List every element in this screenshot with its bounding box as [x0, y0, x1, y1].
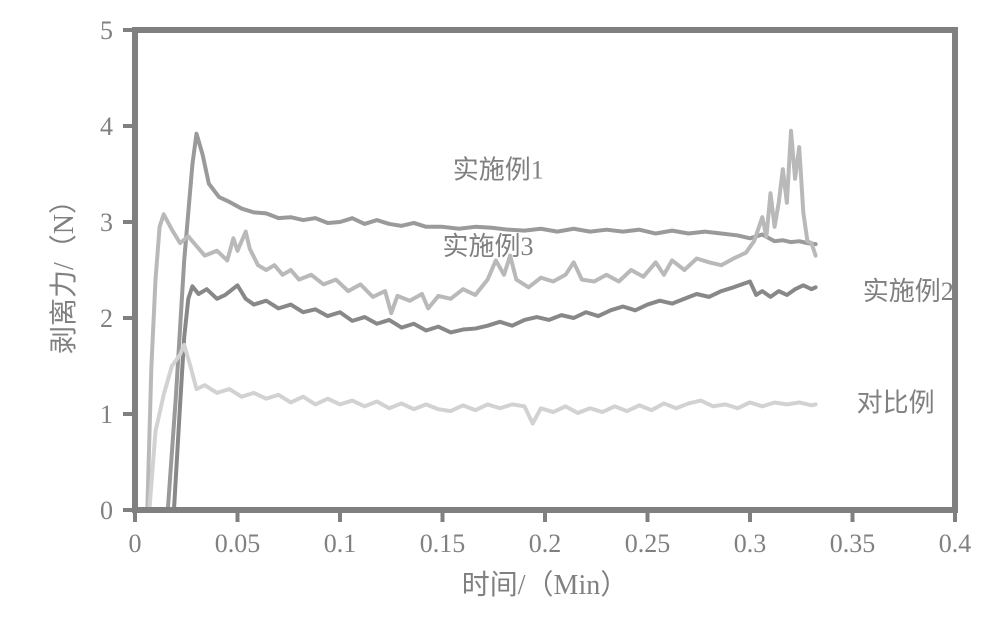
x-axis-label: 时间/（Min）	[462, 569, 628, 601]
x-tick-label: 0.3	[734, 529, 767, 558]
x-tick-label: 0.15	[420, 529, 466, 558]
y-tick-label: 2	[100, 304, 113, 333]
x-tick-label: 0.25	[625, 529, 671, 558]
series-label-ex2: 实施例2	[863, 277, 954, 306]
chart-container: 0 0.05 0.1 0.15 0.2 0.25 0.3 0.35 0.4 0 1 2 3 4 5 实施例1 实…	[25, 10, 975, 610]
y-tick-label: 1	[100, 400, 113, 429]
x-tick-label: 0	[129, 529, 142, 558]
x-tick-label: 0.2	[529, 529, 562, 558]
y-tick-label: 0	[100, 496, 113, 525]
x-tick-label: 0.05	[215, 529, 261, 558]
x-tick-label: 0.4	[939, 529, 972, 558]
y-tick-label: 5	[100, 16, 113, 45]
x-tick-label: 0.1	[324, 529, 357, 558]
x-tick-label: 0.35	[830, 529, 876, 558]
chart-svg: 0 0.05 0.1 0.15 0.2 0.25 0.3 0.35 0.4 0 1 2 3 4 5 实施例1 实…	[25, 10, 975, 610]
y-tick-label: 3	[100, 208, 113, 237]
series-label-ex3: 实施例3	[443, 232, 534, 261]
series-label-ex1: 实施例1	[453, 155, 544, 184]
series-label-ctrl: 对比例	[857, 389, 935, 418]
y-axis-label: 剥离力/（N）	[48, 186, 80, 354]
y-tick-label: 4	[100, 112, 113, 141]
